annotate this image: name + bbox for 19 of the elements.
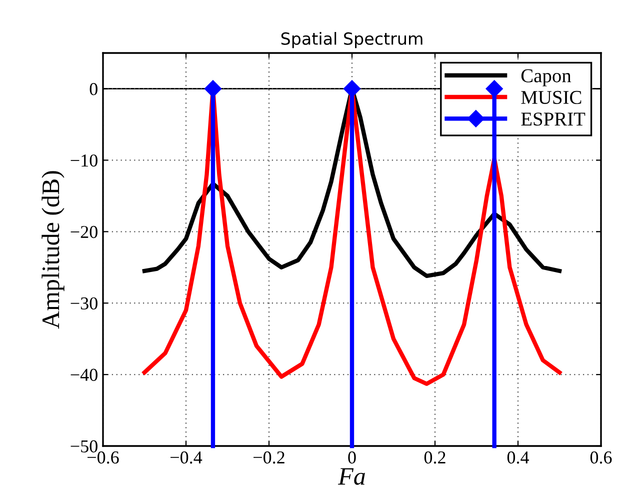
- x-tick-label: −0.6: [88, 451, 119, 464]
- x-axis-title: Fa: [338, 468, 365, 485]
- y-tick-label: −10: [70, 154, 98, 167]
- x-tick-label: −0.4: [170, 451, 202, 464]
- y-tick-label: −50: [70, 440, 98, 452]
- y-tick-label: −40: [70, 368, 98, 381]
- y-tick-label: −20: [70, 226, 98, 238]
- x-tick-label: 0.2: [424, 451, 446, 464]
- legend-label: Capon: [521, 69, 572, 86]
- x-tick-label: 0.6: [590, 451, 612, 464]
- legend-label: MUSIC: [521, 90, 582, 104]
- x-tick-label: 0.4: [507, 451, 530, 464]
- y-axis-title: Amplitude (dB): [42, 171, 64, 329]
- y-tick-label: −30: [70, 297, 98, 310]
- y-tick-label: 0: [90, 82, 98, 96]
- chart-title: Spatial Spectrum: [281, 32, 422, 48]
- x-tick-label: −0.2: [254, 451, 284, 464]
- x-tick-label: 0: [348, 451, 356, 464]
- legend-label: ESPRIT: [521, 112, 586, 126]
